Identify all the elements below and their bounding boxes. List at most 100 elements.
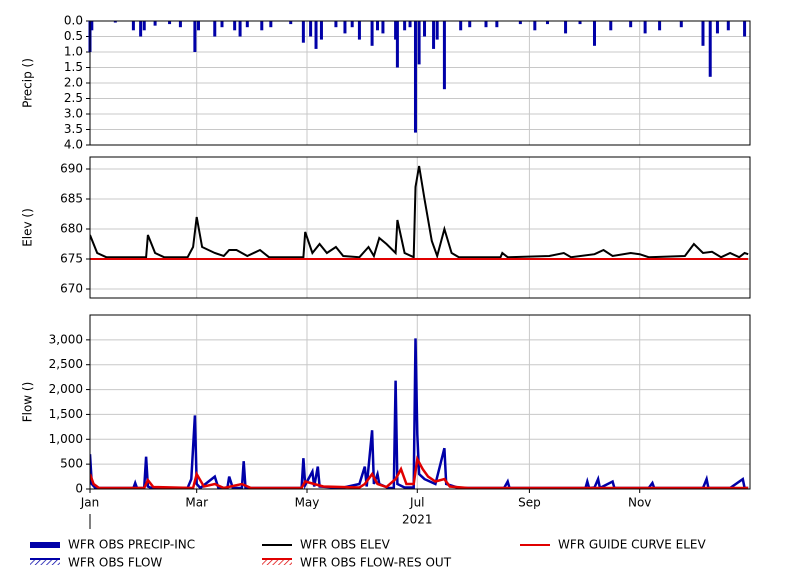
bar (168, 21, 172, 25)
bar (238, 21, 242, 37)
y-tick-label: 670 (60, 282, 83, 296)
bar (394, 21, 398, 40)
bar (726, 21, 730, 31)
x-tick-label: May (295, 496, 320, 510)
y-axis-label: Precip () (21, 58, 35, 108)
bar (319, 21, 323, 40)
y-tick-label: 1.0 (64, 45, 83, 59)
bar (435, 21, 439, 40)
bar (343, 21, 347, 34)
y-tick-label: 675 (60, 252, 83, 266)
y-tick-label: 1,000 (49, 432, 83, 446)
bar (153, 21, 157, 26)
series-line (90, 165, 749, 260)
bar (260, 21, 264, 31)
bar (289, 21, 293, 25)
y-tick-label: 2,000 (49, 382, 83, 396)
bar (309, 21, 313, 37)
y-tick-label: 3.0 (64, 107, 83, 121)
bar (495, 21, 499, 28)
y-tick-label: 3,000 (49, 332, 83, 346)
bar (334, 21, 338, 28)
y-tick-label: 690 (60, 162, 83, 176)
bar (314, 21, 318, 49)
bar (370, 21, 374, 46)
bar (233, 21, 237, 31)
bar (403, 21, 407, 31)
plot-frame (89, 156, 751, 299)
y-tick-label: 3.5 (64, 122, 83, 136)
bar (643, 21, 647, 34)
x-tick-label: Jan (80, 496, 100, 510)
bar (715, 21, 719, 34)
bar (357, 21, 361, 40)
bar (679, 21, 683, 28)
bar (417, 21, 421, 65)
bar (423, 21, 427, 37)
y-tick-label: 0 (75, 482, 83, 496)
bar (178, 21, 182, 28)
y-tick-label: 0.5 (64, 29, 83, 43)
bar (245, 21, 249, 28)
bar (220, 21, 224, 28)
bar (459, 21, 463, 31)
legend-label: WFR OBS FLOW (68, 556, 162, 570)
y-tick-label: 1,500 (49, 407, 83, 421)
x-tick-label: Mar (185, 496, 208, 510)
bar (743, 21, 747, 37)
bar (533, 21, 537, 31)
bar (113, 21, 117, 23)
bar (432, 21, 436, 49)
y-tick-label: 2.0 (64, 76, 83, 90)
y-tick-label: 680 (60, 222, 83, 236)
y-tick-label: 2.5 (64, 91, 83, 105)
y-tick-label: 1.5 (64, 60, 83, 74)
bar (90, 21, 94, 31)
y-axis-label: Flow () (21, 382, 35, 423)
bar (381, 21, 385, 34)
bar (142, 21, 146, 31)
bar (658, 21, 662, 31)
legend-label: WFR OBS FLOW-RES OUT (300, 556, 452, 570)
series-line (90, 455, 749, 489)
bar (564, 21, 568, 34)
bar (408, 21, 412, 28)
plot-frame (89, 314, 751, 490)
bar (413, 21, 417, 133)
bar (592, 21, 596, 46)
bar (196, 21, 200, 31)
x-axis-label: 2021 (402, 513, 433, 527)
bar (269, 21, 273, 28)
bar (350, 21, 354, 28)
legend-swatch (30, 559, 60, 565)
x-tick-label: Jul (409, 496, 424, 510)
legend-swatch (262, 559, 292, 565)
bar (578, 21, 582, 25)
bar (376, 21, 380, 31)
legend-label: WFR OBS ELEV (300, 538, 391, 552)
legend-label: WFR GUIDE CURVE ELEV (558, 538, 706, 552)
bar (701, 21, 705, 46)
bar (139, 21, 143, 37)
y-tick-label: 4.0 (64, 138, 83, 152)
bar (484, 21, 488, 28)
x-tick-label: Sep (518, 496, 541, 510)
x-tick-label: Nov (628, 496, 651, 510)
bar (609, 21, 613, 31)
bar (468, 21, 472, 28)
bar (629, 21, 633, 28)
y-tick-label: 2,500 (49, 357, 83, 371)
bar (213, 21, 217, 37)
y-tick-label: 685 (60, 192, 83, 206)
series-line (90, 338, 749, 489)
y-tick-label: 500 (60, 457, 83, 471)
bar (131, 21, 135, 31)
bar (301, 21, 305, 43)
bar (193, 21, 197, 52)
bar (518, 21, 522, 25)
bar (545, 21, 549, 25)
plot-frame (89, 20, 751, 146)
bar (442, 21, 446, 90)
y-tick-label: 0.0 (64, 14, 83, 28)
